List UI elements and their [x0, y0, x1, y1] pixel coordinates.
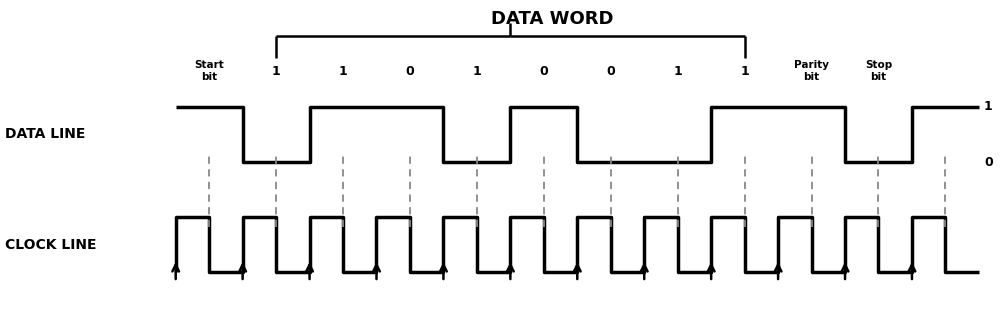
Text: 1: 1 [472, 65, 480, 78]
Text: Stop
bit: Stop bit [864, 61, 892, 82]
Text: Start
bit: Start bit [195, 61, 224, 82]
Text: 1: 1 [739, 65, 748, 78]
Text: 1: 1 [272, 65, 280, 78]
Text: DATA WORD: DATA WORD [490, 10, 613, 28]
Text: CLOCK LINE: CLOCK LINE [5, 237, 96, 252]
Text: Parity
bit: Parity bit [793, 61, 828, 82]
Text: 0: 0 [539, 65, 548, 78]
Text: 0: 0 [606, 65, 615, 78]
Text: 0: 0 [983, 156, 992, 168]
Text: 1: 1 [673, 65, 681, 78]
Text: 0: 0 [405, 65, 414, 78]
Text: 1: 1 [338, 65, 347, 78]
Text: 1: 1 [983, 100, 992, 113]
Text: DATA LINE: DATA LINE [5, 127, 85, 142]
